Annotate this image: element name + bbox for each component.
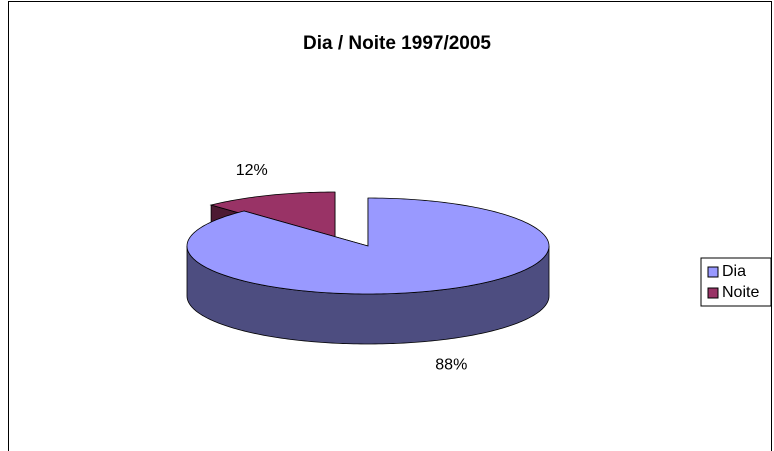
legend-swatch bbox=[707, 287, 719, 299]
chart-frame bbox=[8, 1, 772, 451]
data-label: 12% bbox=[236, 162, 268, 179]
chart-title: Dia / Noite 1997/2005 bbox=[303, 33, 491, 54]
legend-label: Dia bbox=[722, 263, 746, 280]
data-label: 88% bbox=[435, 356, 467, 373]
slice bbox=[186, 197, 550, 295]
legend-swatch bbox=[707, 266, 719, 278]
legend-label: Noite bbox=[722, 284, 759, 301]
